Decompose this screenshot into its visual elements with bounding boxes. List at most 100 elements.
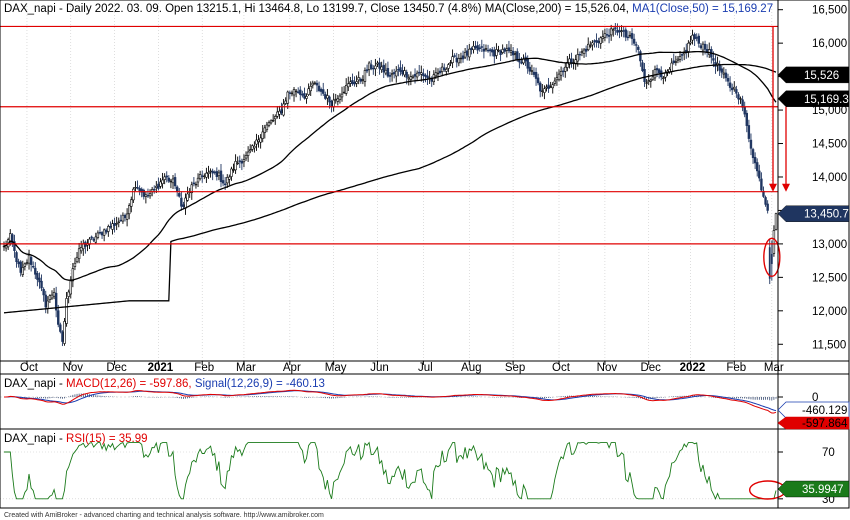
candle-body bbox=[687, 42, 690, 52]
candle-body bbox=[513, 53, 517, 55]
candle-body bbox=[405, 71, 408, 78]
candle-body bbox=[267, 122, 271, 126]
candle-body bbox=[280, 109, 283, 114]
candle-body bbox=[578, 54, 582, 56]
candle-body bbox=[712, 58, 715, 61]
candle-body bbox=[80, 247, 83, 252]
macd-title-prefix: DAX_napi - bbox=[4, 378, 66, 390]
candle-body bbox=[720, 68, 723, 73]
candle-body bbox=[526, 58, 529, 69]
candle-body bbox=[445, 68, 448, 72]
candle-body bbox=[242, 159, 246, 163]
candle-body bbox=[34, 267, 37, 275]
candle-body bbox=[282, 103, 285, 116]
candle-body bbox=[378, 62, 381, 69]
price-panel[interactable] bbox=[0, 22, 790, 347]
candle-body bbox=[376, 62, 379, 65]
candle-body bbox=[701, 43, 705, 51]
candle-body bbox=[25, 262, 29, 264]
candle-body bbox=[340, 93, 344, 98]
candle-body bbox=[71, 268, 75, 282]
candle-body bbox=[401, 70, 404, 75]
candle-body bbox=[203, 175, 206, 178]
target-arrow-head bbox=[769, 183, 777, 192]
candle-body bbox=[607, 35, 611, 37]
candle-body bbox=[436, 72, 440, 75]
signal-value-tag: -597.864 bbox=[777, 416, 850, 430]
candle-body bbox=[576, 54, 579, 62]
candle-body bbox=[386, 68, 390, 77]
rsi-value-tag: 35.9947 bbox=[777, 480, 850, 498]
candle-body bbox=[96, 232, 100, 238]
candle-body bbox=[240, 161, 244, 164]
candle-body bbox=[392, 72, 396, 75]
candle-body bbox=[447, 64, 450, 69]
candle-body bbox=[146, 195, 150, 197]
close-value-tag: 13,450.7 bbox=[777, 205, 850, 222]
candle-body bbox=[689, 41, 692, 44]
candle-body bbox=[328, 96, 331, 103]
candle-body bbox=[591, 42, 594, 46]
candle-body bbox=[359, 78, 362, 82]
candle-body bbox=[326, 95, 329, 99]
signal-line bbox=[4, 390, 777, 412]
candle-body bbox=[27, 254, 31, 264]
candle-body bbox=[672, 60, 675, 64]
candle-body bbox=[465, 50, 469, 56]
candle-body bbox=[180, 197, 183, 207]
candle-body bbox=[23, 263, 27, 267]
candle-body bbox=[476, 45, 479, 51]
candle-body bbox=[726, 78, 730, 82]
candle-body bbox=[190, 184, 193, 194]
candle-body bbox=[753, 157, 757, 164]
x-tick-label: Oct bbox=[552, 362, 571, 374]
candle-body bbox=[232, 169, 235, 171]
candle-body bbox=[403, 70, 406, 76]
macd-panel[interactable] bbox=[0, 389, 778, 414]
candle-body bbox=[113, 223, 116, 226]
candle-body bbox=[482, 48, 486, 52]
candle-body bbox=[284, 100, 287, 104]
candle-body bbox=[766, 203, 769, 211]
candle-body bbox=[495, 49, 498, 56]
candle-body bbox=[438, 70, 442, 73]
macd-title-macd: MACD(12,26) = -597.86, bbox=[66, 378, 192, 390]
signal-value-tag-text: -597.864 bbox=[802, 418, 848, 430]
candle-body bbox=[541, 90, 544, 93]
candle-body bbox=[593, 40, 596, 42]
candle-body bbox=[238, 160, 241, 162]
candle-body bbox=[69, 280, 72, 295]
candle-body bbox=[319, 88, 323, 92]
candle-body bbox=[670, 62, 673, 72]
candle-body bbox=[459, 57, 463, 60]
candle-body bbox=[509, 50, 513, 53]
candle-body bbox=[730, 87, 734, 91]
candle-body bbox=[11, 234, 14, 244]
x-tick-label: Mar bbox=[764, 362, 784, 374]
candle-body bbox=[612, 29, 615, 31]
candle-body bbox=[213, 171, 216, 174]
candle-body bbox=[453, 55, 456, 57]
candle-body bbox=[478, 47, 481, 50]
target-arrow-head bbox=[782, 183, 790, 192]
candle-body bbox=[73, 262, 77, 267]
candle-body bbox=[130, 199, 133, 207]
candle-body bbox=[772, 230, 776, 254]
candle-body bbox=[63, 321, 66, 344]
candle-body bbox=[499, 50, 502, 55]
candle-body bbox=[415, 72, 419, 78]
ma200-value-tag-text: 15,526 bbox=[804, 70, 839, 82]
candle-body bbox=[714, 61, 717, 67]
candle-body bbox=[461, 55, 465, 60]
candle-body bbox=[226, 177, 229, 184]
candle-body bbox=[117, 221, 120, 223]
candle-body bbox=[553, 80, 557, 84]
rsi-title-rsi: RSI(15) = 35.99 bbox=[66, 433, 148, 445]
x-tick-label: Jun bbox=[370, 362, 389, 374]
candle-body bbox=[751, 149, 755, 159]
candle-body bbox=[211, 170, 214, 174]
candle-body bbox=[75, 256, 79, 263]
candle-body bbox=[418, 71, 421, 74]
